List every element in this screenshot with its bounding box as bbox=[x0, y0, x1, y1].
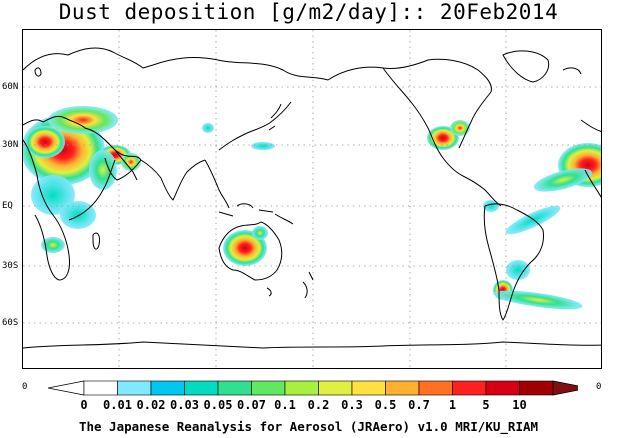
colorbar-label: 10 bbox=[512, 398, 527, 412]
colorbar-label: 0.07 bbox=[237, 398, 266, 412]
colorbar-label: 0.03 bbox=[170, 398, 199, 412]
colorbar-label: 0 bbox=[80, 398, 88, 412]
colorbar-box bbox=[251, 380, 286, 396]
dust-shading bbox=[23, 106, 601, 310]
colorbar-label: 0.02 bbox=[136, 398, 166, 412]
colorbar-box bbox=[351, 380, 386, 396]
coastlines bbox=[23, 47, 601, 349]
lat-label-30n: 30N bbox=[2, 140, 19, 150]
colorbar-label: 0.2 bbox=[307, 398, 330, 412]
colorbar-label: 0.1 bbox=[274, 398, 296, 412]
colorbar-box bbox=[150, 380, 185, 396]
colorbar-box bbox=[184, 380, 219, 396]
colorbar bbox=[48, 380, 578, 396]
colorbar-box bbox=[452, 380, 487, 396]
colorbar-label: 0.7 bbox=[408, 398, 430, 412]
colorbar-label: 0.01 bbox=[103, 398, 132, 412]
lat-label-60s: 60S bbox=[2, 318, 19, 328]
colorbar-box bbox=[284, 380, 319, 396]
colorbar-label: 0.05 bbox=[203, 398, 233, 412]
world-map bbox=[23, 30, 601, 368]
map-grid bbox=[23, 30, 601, 368]
colorbar-label: 0.3 bbox=[341, 398, 363, 412]
corner-label-right: 0 bbox=[596, 382, 602, 392]
colorbar-box bbox=[519, 380, 554, 396]
lat-label-30s: 30S bbox=[2, 261, 19, 271]
map-title: Dust deposition [g/m2/day]:: 20Feb2014 bbox=[58, 0, 559, 24]
colorbar-box bbox=[385, 380, 420, 396]
colorbar-label: 0.5 bbox=[374, 398, 397, 412]
lat-label-eq: EQ bbox=[2, 201, 13, 211]
colorbar-box bbox=[83, 380, 118, 396]
colorbar-box bbox=[418, 380, 453, 396]
colorbar-arrow-right bbox=[552, 380, 578, 396]
colorbar-label: 1 bbox=[448, 398, 457, 412]
corner-label-left: 0 bbox=[22, 382, 28, 392]
colorbar-box bbox=[117, 380, 152, 396]
colorbar-box bbox=[217, 380, 252, 396]
colorbar-arrow-left bbox=[48, 380, 85, 396]
colorbar-box bbox=[318, 380, 353, 396]
colorbar-box bbox=[485, 380, 520, 396]
footer-credit: The Japanese Reanalysis for Aerosol (JRA… bbox=[78, 419, 539, 434]
map-frame bbox=[22, 29, 602, 369]
lat-label-60n: 60N bbox=[2, 82, 19, 92]
colorbar-label: 5 bbox=[482, 398, 490, 412]
